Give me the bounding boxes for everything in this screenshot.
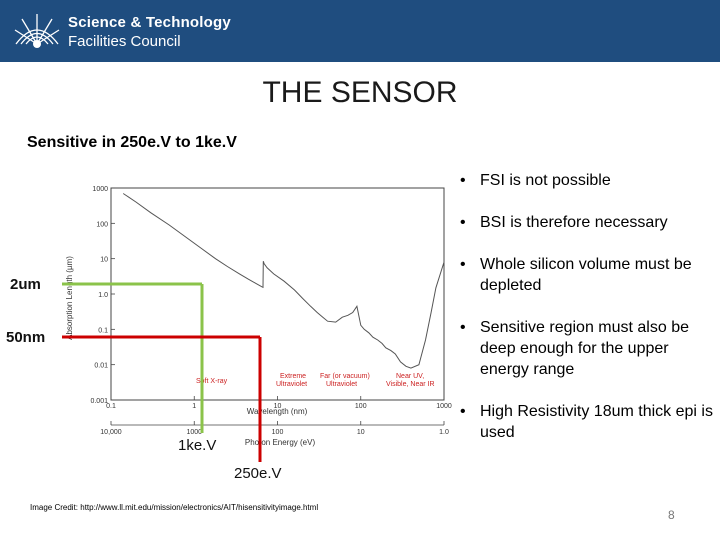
y-tick-label: 0.1 [98, 327, 108, 334]
y-tick-label: 10 [100, 257, 108, 264]
y-tick-labels: 1000 100 10 1.0 0.1 0.01 0.001 [90, 186, 108, 405]
x2-tick-label: 1.0 [439, 429, 449, 436]
tick-marks [110, 187, 445, 426]
region-label-ultraviolet-2: Ultraviolet [326, 381, 357, 388]
region-label-extreme-uv: Extreme Ultraviolet [276, 373, 308, 388]
region-label-near: Near UV, Visible, Near IR [386, 373, 435, 388]
x-tick-label: 1000 [436, 403, 452, 410]
annotation-250ev: 250e.V [234, 465, 282, 482]
x2-axis-label: Photon Energy (eV) [245, 438, 316, 447]
annotation-2um: 2um [10, 276, 41, 293]
region-label-visible: Visible, Near IR [386, 381, 435, 388]
y-tick-label: 0.001 [90, 398, 108, 405]
region-label-soft-xray: Soft X-ray [196, 378, 228, 385]
x-tick-label: 1 [192, 403, 196, 410]
y-tick-label: 0.01 [94, 363, 108, 370]
bullet-item: Whole silicon volume must be depleted [458, 254, 714, 296]
region-label-far: Far (or vacuum) [320, 373, 370, 380]
header-banner: Science & Technology Facilities Council [0, 0, 720, 62]
absorption-length-chart: Absorption Length (µm) 1000100101.00.10.… [6, 175, 456, 482]
image-credit: Image Credit: http://www.ll.mit.edu/miss… [30, 503, 319, 512]
bullet-item: Sensitive region must also be deep enoug… [458, 317, 714, 380]
x2-tick-label: 100 [272, 429, 284, 436]
page-number: 8 [668, 508, 675, 522]
chart-panel [60, 175, 456, 467]
x-tick-label: 0.1 [106, 403, 116, 410]
y-tick-label: 1000 [92, 186, 108, 193]
y-axis-label: Absorption Length (µm) [65, 256, 74, 340]
x2-tick-label: 10 [357, 429, 365, 436]
stfc-logo-icon [14, 14, 60, 48]
bullet-item: BSI is therefore necessary [458, 212, 714, 233]
x-tick-label: 100 [355, 403, 367, 410]
org-name-line1: Science & Technology [68, 14, 231, 31]
x2-tick-label: 1000 [186, 429, 202, 436]
bullet-item: High Resistivity 18um thick epi is used [458, 401, 714, 443]
org-name-line2: Facilities Council [68, 33, 181, 50]
annotation-1kev: 1ke.V [178, 437, 216, 454]
y-tick-label: 100 [96, 221, 108, 228]
slide-title: THE SENSOR [262, 76, 458, 109]
bullet-list: FSI is not possible BSI is therefore nec… [458, 170, 714, 464]
x2-tick-labels: 10,000 1000 100 10 1.0 [100, 429, 449, 436]
region-label-near-uv: Near UV, [396, 373, 424, 380]
annotation-50nm: 50nm [6, 329, 45, 346]
x-axis-label: Wavelength (nm) [247, 407, 308, 416]
x-tick-labels: 0.1 1 10 100 1000 [106, 403, 452, 410]
region-label-extreme: Extreme [280, 373, 306, 380]
region-labels: Soft X-ray Extreme Ultraviolet Far (or v… [196, 373, 435, 388]
y-tick-label: 1.0 [98, 292, 108, 299]
slide-subtitle: Sensitive in 250e.V to 1ke.V [27, 134, 237, 151]
x-tick-label: 10 [274, 403, 282, 410]
absorption-curve-line [122, 193, 445, 369]
region-label-far-uv: Far (or vacuum) Ultraviolet [320, 373, 372, 388]
region-label-ultraviolet-1: Ultraviolet [276, 381, 307, 388]
bullet-item: FSI is not possible [458, 170, 714, 191]
x2-tick-label: 10,000 [100, 429, 122, 436]
